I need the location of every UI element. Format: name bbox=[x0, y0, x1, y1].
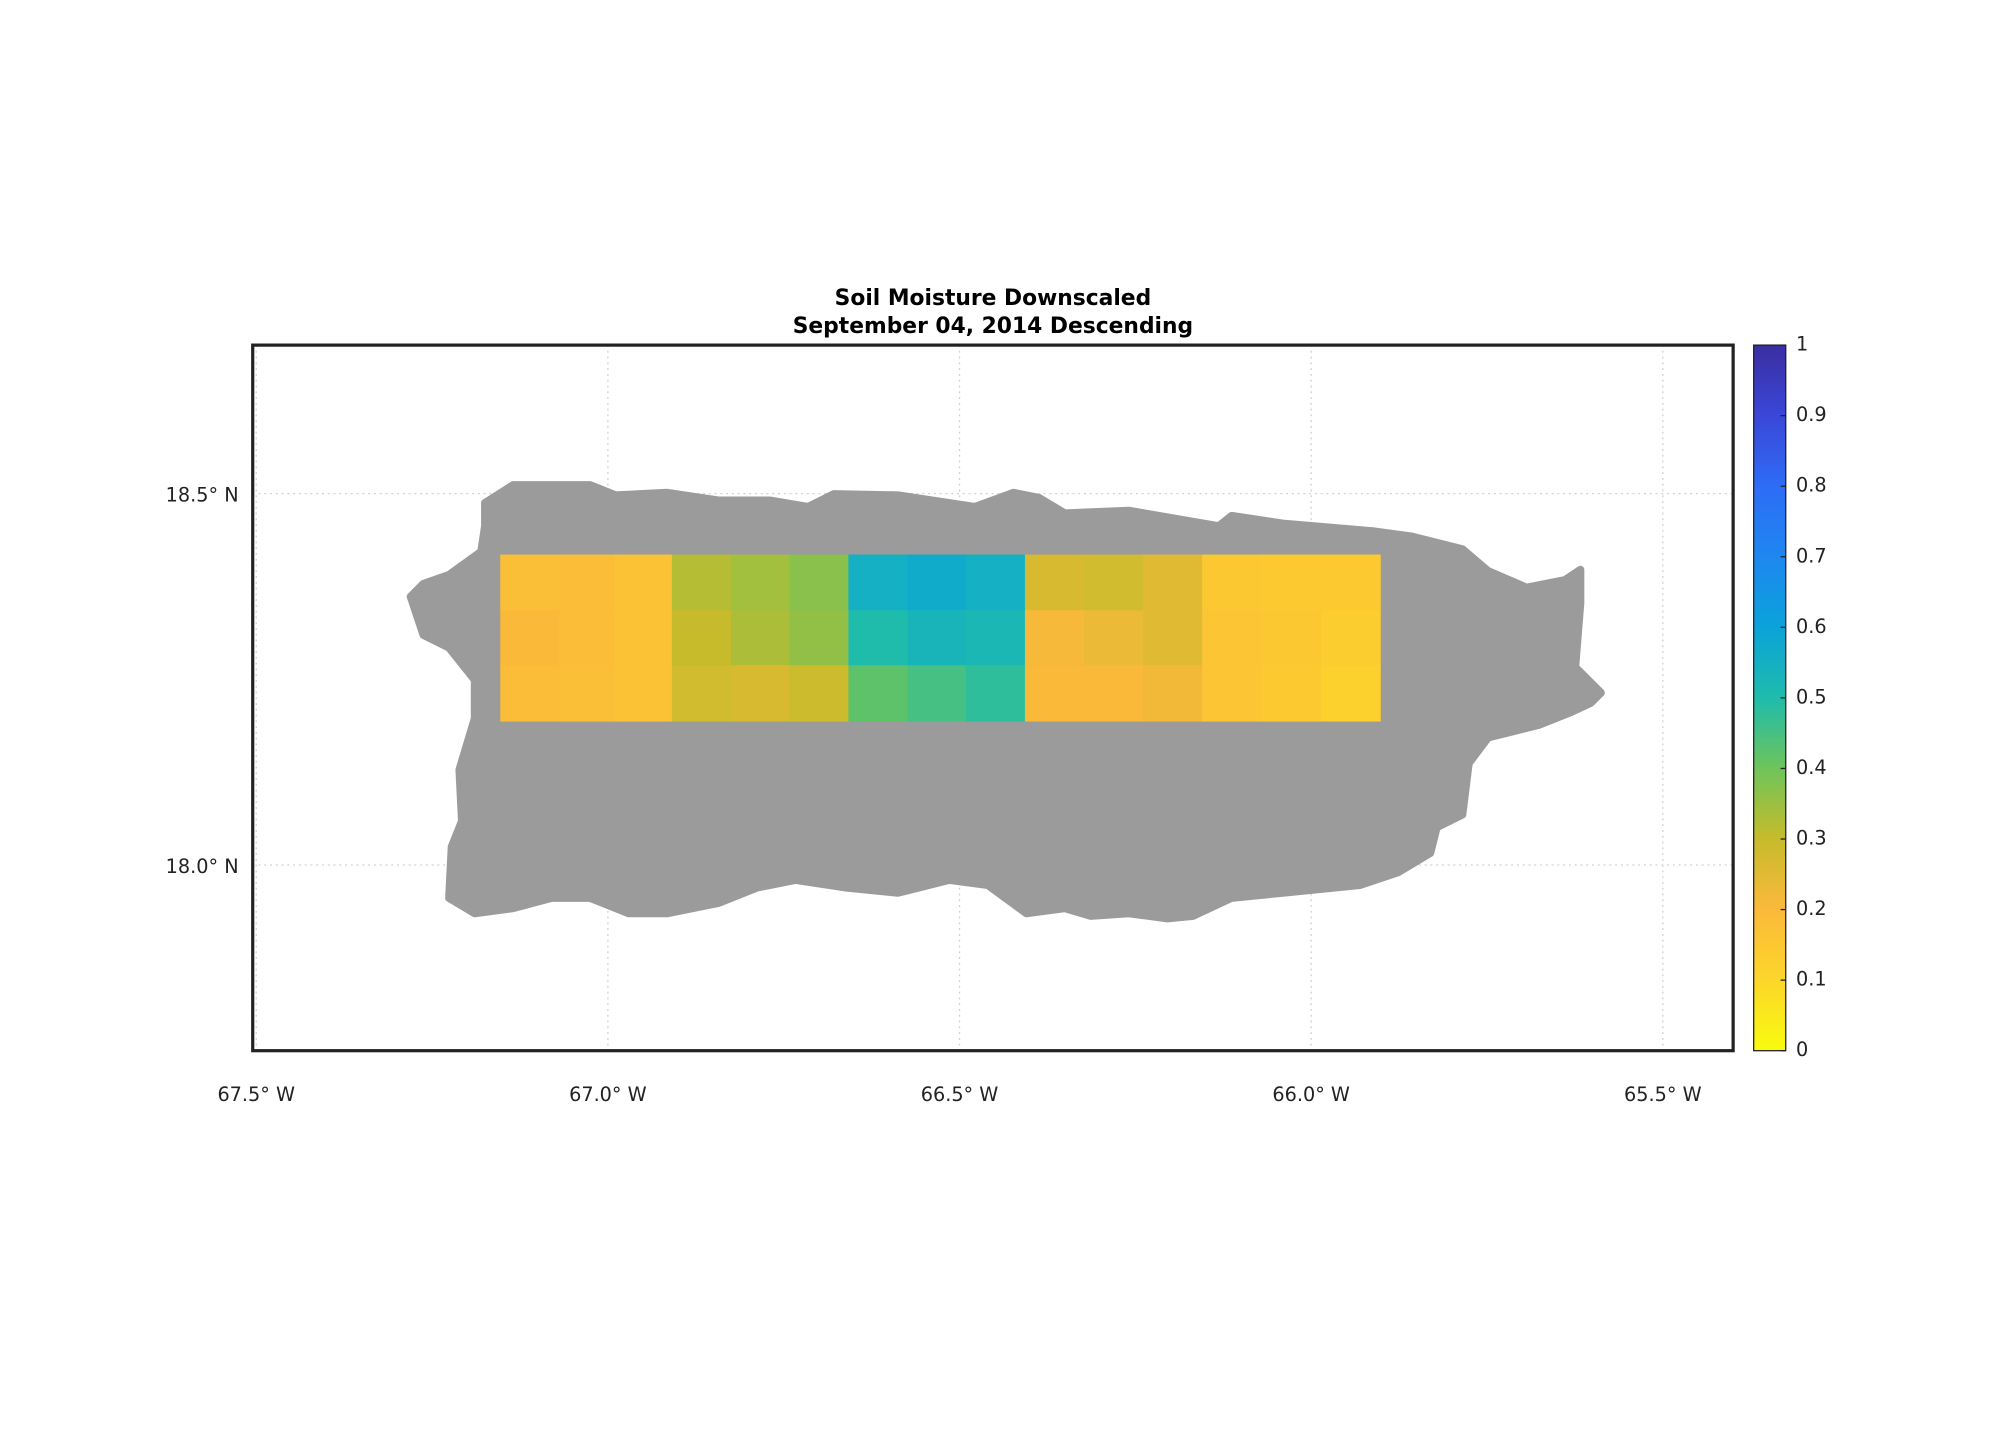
colorbar bbox=[1753, 344, 1787, 1052]
raster-cell bbox=[1143, 610, 1203, 666]
colorbar-tick-label: 0.5 bbox=[1796, 685, 1827, 708]
raster-cell bbox=[1321, 610, 1381, 666]
raster-cell bbox=[1024, 610, 1085, 666]
colorbar-tick-label: 0.6 bbox=[1796, 615, 1827, 638]
raster-cell bbox=[848, 554, 909, 611]
colorbar-tick-label: 0 bbox=[1796, 1038, 1808, 1061]
raster-cell bbox=[1202, 610, 1262, 666]
raster-cell bbox=[1202, 554, 1262, 611]
raster-cell bbox=[671, 554, 732, 611]
colorbar-tick-label: 0.9 bbox=[1796, 403, 1827, 426]
raster-cell bbox=[965, 554, 1026, 611]
raster-cell bbox=[907, 554, 967, 611]
x-tick-label: 67.0° W bbox=[569, 1083, 647, 1106]
raster-cell bbox=[1143, 665, 1203, 722]
chart-title: Soil Moisture Downscaled bbox=[835, 286, 1152, 311]
raster-cell bbox=[1143, 554, 1203, 611]
raster-cell bbox=[1321, 665, 1381, 722]
soil-moisture-raster bbox=[500, 554, 1381, 722]
raster-cell bbox=[907, 610, 967, 666]
raster-cell bbox=[1261, 610, 1322, 666]
raster-cell bbox=[614, 554, 673, 611]
raster-cell bbox=[730, 665, 790, 722]
raster-cell bbox=[1261, 665, 1322, 722]
raster-cell bbox=[907, 665, 967, 722]
raster-cell bbox=[965, 610, 1026, 666]
x-tick-label: 66.5° W bbox=[921, 1083, 999, 1106]
raster-cell bbox=[789, 610, 850, 666]
x-tick-label: 66.0° W bbox=[1272, 1083, 1350, 1106]
raster-cell bbox=[1024, 665, 1085, 722]
raster-cell bbox=[1261, 554, 1322, 611]
raster-cell bbox=[614, 665, 673, 722]
colorbar-tick-label: 0.7 bbox=[1796, 544, 1827, 567]
raster-cell bbox=[1202, 665, 1262, 722]
raster-cell bbox=[730, 554, 790, 611]
raster-cell bbox=[671, 610, 732, 666]
raster-cell bbox=[730, 610, 790, 666]
raster-cell bbox=[500, 554, 560, 611]
raster-cell bbox=[500, 665, 560, 722]
colorbar-tick-label: 0.8 bbox=[1796, 474, 1827, 497]
colorbar-tick-label: 0.1 bbox=[1796, 968, 1827, 991]
raster-cell bbox=[558, 665, 616, 722]
y-tick-label: 18.0° N bbox=[166, 855, 239, 878]
plot-frame bbox=[251, 343, 1735, 1053]
raster-cell bbox=[558, 610, 616, 666]
raster-cell bbox=[965, 665, 1026, 722]
y-tick-label: 18.5° N bbox=[166, 484, 239, 507]
x-tick-label: 67.5° W bbox=[217, 1083, 295, 1106]
raster-cell bbox=[671, 665, 732, 722]
raster-cell bbox=[789, 665, 850, 722]
chart-subtitle: September 04, 2014 Descending bbox=[793, 314, 1193, 339]
colorbar-tick-label: 1 bbox=[1796, 333, 1808, 356]
raster-cell bbox=[848, 610, 909, 666]
raster-cell bbox=[848, 665, 909, 722]
colorbar-tick-label: 0.2 bbox=[1796, 897, 1827, 920]
raster-cell bbox=[500, 610, 560, 666]
colorbar-tick-label: 0.3 bbox=[1796, 827, 1827, 850]
raster-cell bbox=[1084, 610, 1144, 666]
raster-cell bbox=[1084, 665, 1144, 722]
raster-cell bbox=[558, 554, 616, 611]
raster-cell bbox=[614, 610, 673, 666]
x-tick-label: 65.5° W bbox=[1624, 1083, 1702, 1106]
raster-cell bbox=[1084, 554, 1144, 611]
raster-cell bbox=[789, 554, 850, 611]
raster-cell bbox=[1321, 554, 1381, 611]
colorbar-tick-label: 0.4 bbox=[1796, 756, 1827, 779]
raster-cell bbox=[1024, 554, 1085, 611]
